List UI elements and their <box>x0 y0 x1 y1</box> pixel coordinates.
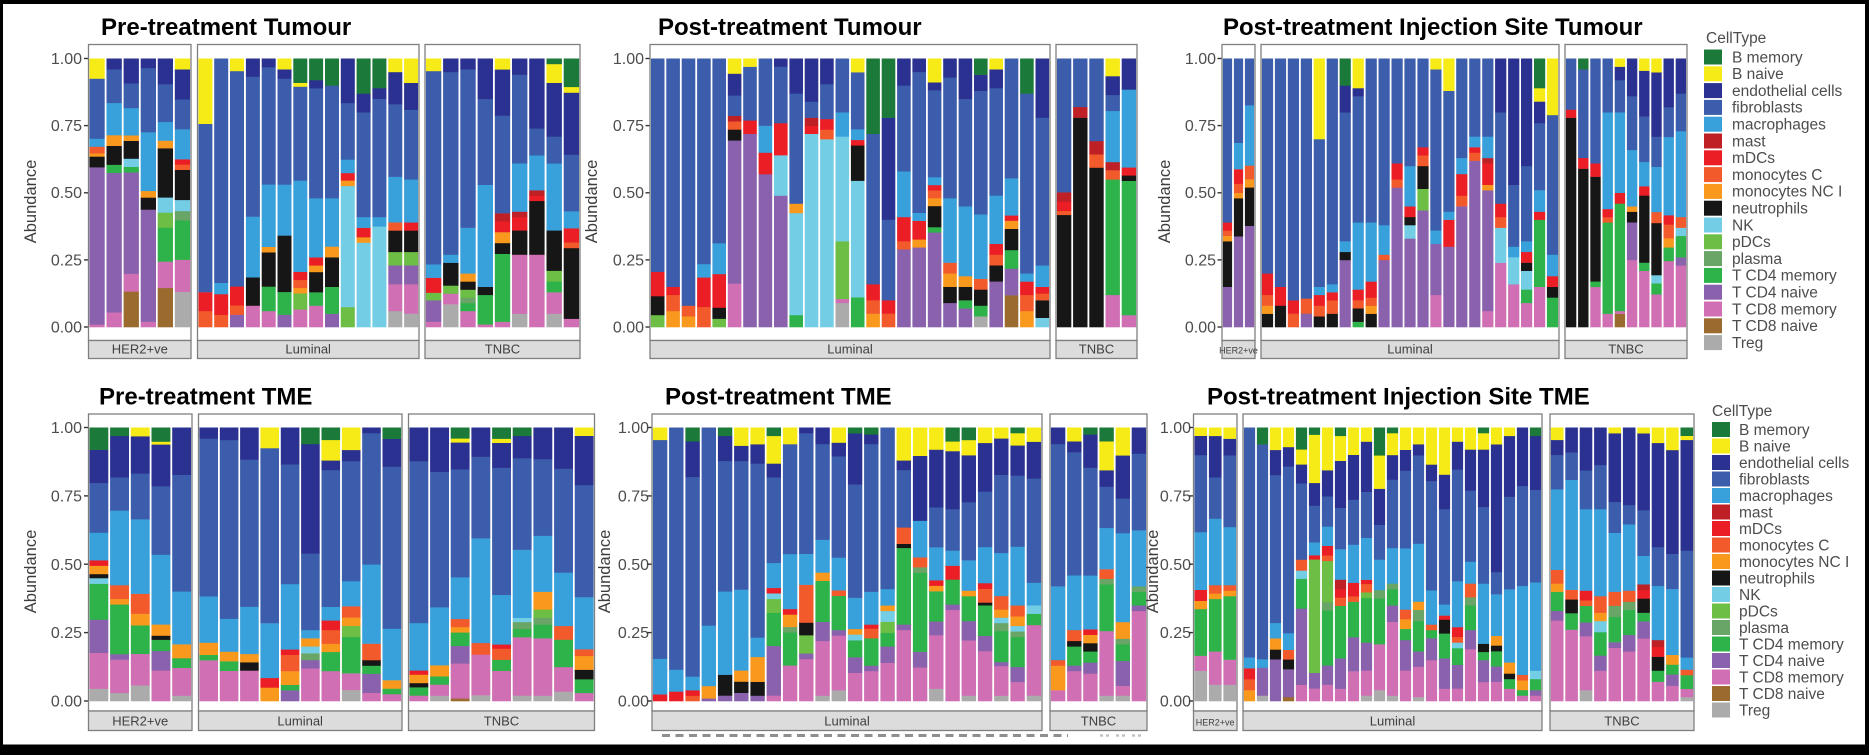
svg-text:1.00: 1.00 <box>1185 51 1216 68</box>
svg-text:Luminal: Luminal <box>277 714 323 729</box>
svg-text:0.25: 0.25 <box>613 252 644 269</box>
svg-text:0.00: 0.00 <box>51 694 82 711</box>
svg-text:TNBC: TNBC <box>485 342 520 357</box>
svg-text:Luminal: Luminal <box>1387 342 1433 357</box>
svg-text:T CD4 naive: T CD4 naive <box>1732 285 1818 302</box>
svg-text:B naive: B naive <box>1732 66 1784 83</box>
svg-text:Abundance: Abundance <box>1144 530 1162 614</box>
svg-text:TNBC: TNBC <box>484 714 519 729</box>
svg-text:Luminal: Luminal <box>827 342 873 357</box>
svg-text:macrophages: macrophages <box>1739 488 1833 505</box>
svg-text:HER2+ve: HER2+ve <box>112 714 168 729</box>
svg-text:0.75: 0.75 <box>1185 118 1216 135</box>
svg-text:endothelial cells: endothelial cells <box>1739 455 1850 472</box>
svg-text:0.00: 0.00 <box>1185 320 1216 337</box>
svg-text:mast: mast <box>1739 504 1773 521</box>
svg-text:0.25: 0.25 <box>1185 252 1216 269</box>
svg-text:NK: NK <box>1732 217 1754 234</box>
svg-text:Abundance: Abundance <box>596 530 614 614</box>
svg-text:TNBC: TNBC <box>1604 714 1639 729</box>
svg-text:T CD8 naive: T CD8 naive <box>1732 318 1818 335</box>
svg-text:HER2+ve: HER2+ve <box>112 342 168 357</box>
svg-text:Abundance: Abundance <box>22 160 40 244</box>
svg-text:mast: mast <box>1732 133 1766 150</box>
svg-text:fibroblasts: fibroblasts <box>1732 100 1803 117</box>
svg-text:Luminal: Luminal <box>285 342 331 357</box>
svg-text:macrophages: macrophages <box>1732 117 1826 134</box>
svg-text:0.25: 0.25 <box>51 625 82 642</box>
svg-text:0.00: 0.00 <box>1160 694 1191 711</box>
svg-text:neutrophils: neutrophils <box>1739 570 1815 587</box>
svg-text:fibroblasts: fibroblasts <box>1739 471 1810 488</box>
svg-text:Abundance: Abundance <box>583 160 601 244</box>
svg-text:plasma: plasma <box>1739 620 1789 637</box>
svg-text:0.00: 0.00 <box>618 694 649 711</box>
svg-text:TNBC: TNBC <box>1081 714 1116 729</box>
svg-text:HER2+ve: HER2+ve <box>1196 718 1235 728</box>
svg-text:Post-treatment TME: Post-treatment TME <box>665 384 892 411</box>
svg-text:0.75: 0.75 <box>1160 488 1191 505</box>
svg-text:mDCs: mDCs <box>1739 521 1782 538</box>
svg-text:0.75: 0.75 <box>618 488 649 505</box>
svg-text:0.25: 0.25 <box>1160 625 1191 642</box>
svg-text:1.00: 1.00 <box>51 420 82 437</box>
svg-text:monocytes NC I: monocytes NC I <box>1732 184 1842 201</box>
svg-text:1.00: 1.00 <box>1160 420 1191 437</box>
svg-text:CellType: CellType <box>1706 30 1766 47</box>
svg-text:Pre-treatment TME: Pre-treatment TME <box>99 384 312 411</box>
svg-text:0.75: 0.75 <box>613 118 644 135</box>
svg-text:TNBC: TNBC <box>1079 342 1114 357</box>
svg-text:plasma: plasma <box>1732 251 1782 268</box>
svg-text:0.50: 0.50 <box>618 557 649 574</box>
svg-text:Post-treatment Injection Site: Post-treatment Injection Site Tumour <box>1223 14 1643 41</box>
svg-text:T CD8 memory: T CD8 memory <box>1732 301 1837 318</box>
svg-text:0.00: 0.00 <box>613 320 644 337</box>
svg-text:0.00: 0.00 <box>51 320 82 337</box>
svg-text:monocytes NC I: monocytes NC I <box>1739 554 1849 571</box>
svg-text:0.75: 0.75 <box>51 488 82 505</box>
svg-text:T CD4 naive: T CD4 naive <box>1739 653 1825 670</box>
svg-text:B naive: B naive <box>1739 438 1791 455</box>
svg-text:B memory: B memory <box>1739 422 1810 439</box>
svg-text:TNBC: TNBC <box>1608 342 1643 357</box>
svg-text:0.50: 0.50 <box>1185 185 1216 202</box>
svg-text:T CD8 memory: T CD8 memory <box>1739 669 1844 686</box>
svg-text:1.00: 1.00 <box>613 51 644 68</box>
svg-text:T CD4 memory: T CD4 memory <box>1732 268 1837 285</box>
svg-text:0.50: 0.50 <box>51 557 82 574</box>
svg-text:Abundance: Abundance <box>1156 160 1174 244</box>
svg-text:Treg: Treg <box>1732 335 1763 352</box>
svg-text:monocytes C: monocytes C <box>1739 537 1829 554</box>
svg-text:Abundance: Abundance <box>22 530 40 614</box>
svg-text:CellType: CellType <box>1712 403 1772 420</box>
svg-text:endothelial cells: endothelial cells <box>1732 83 1843 100</box>
svg-text:mDCs: mDCs <box>1732 150 1775 167</box>
svg-text:HER2+ve: HER2+ve <box>1219 346 1258 356</box>
svg-text:1.00: 1.00 <box>618 420 649 437</box>
svg-text:0.75: 0.75 <box>51 118 82 135</box>
svg-text:0.50: 0.50 <box>51 185 82 202</box>
svg-text:0.50: 0.50 <box>1160 557 1191 574</box>
svg-text:pDCs: pDCs <box>1739 603 1778 620</box>
svg-text:Treg: Treg <box>1739 702 1770 719</box>
svg-text:Post-treatment Tumour: Post-treatment Tumour <box>658 14 922 41</box>
svg-text:NK: NK <box>1739 587 1761 604</box>
svg-text:B memory: B memory <box>1732 49 1803 66</box>
svg-text:T CD4 memory: T CD4 memory <box>1739 636 1844 653</box>
svg-text:Post-treatment Injection Site: Post-treatment Injection Site TME <box>1207 384 1590 411</box>
svg-text:Luminal: Luminal <box>824 714 870 729</box>
svg-text:neutrophils: neutrophils <box>1732 201 1808 218</box>
svg-text:0.25: 0.25 <box>51 252 82 269</box>
svg-text:0.50: 0.50 <box>613 185 644 202</box>
svg-text:pDCs: pDCs <box>1732 234 1771 251</box>
svg-text:Luminal: Luminal <box>1370 714 1416 729</box>
svg-text:monocytes C: monocytes C <box>1732 167 1822 184</box>
svg-text:0.25: 0.25 <box>618 625 649 642</box>
svg-text:1.00: 1.00 <box>51 51 82 68</box>
svg-text:T CD8 naive: T CD8 naive <box>1739 686 1825 703</box>
svg-text:Pre-treatment Tumour: Pre-treatment Tumour <box>101 14 351 41</box>
